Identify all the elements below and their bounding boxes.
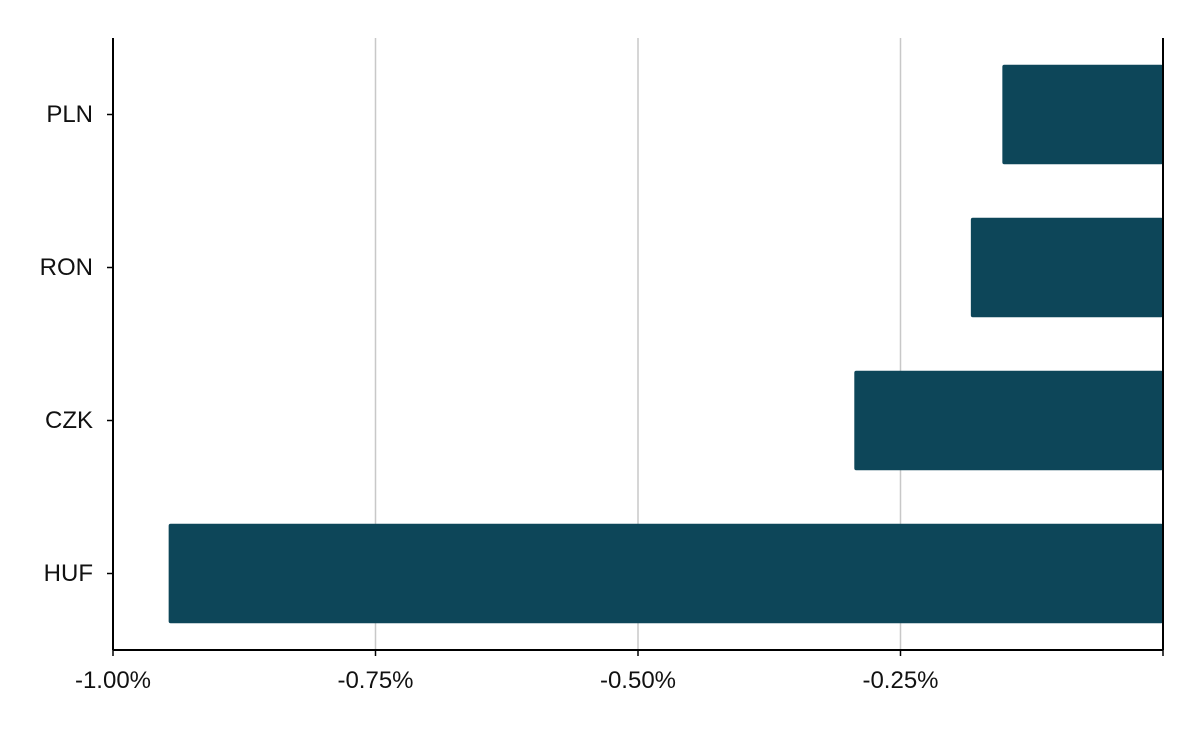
x-tick-label: -0.50% — [600, 667, 676, 694]
y-tick-labels: PLN RON CZK HUF — [40, 101, 113, 587]
x-tick-label: -1.00% — [75, 667, 151, 694]
y-tick-label: HUF — [44, 560, 93, 587]
bars — [168, 64, 1163, 624]
y-tick-label: PLN — [46, 101, 93, 128]
y-tick-label: RON — [40, 254, 93, 281]
x-tick-label: -0.25% — [862, 667, 938, 694]
bar-czk — [854, 370, 1163, 471]
bar-huf — [168, 523, 1163, 624]
y-tick-label: CZK — [45, 407, 93, 434]
x-tick-label: -0.75% — [337, 667, 413, 694]
bar-pln — [1002, 64, 1163, 165]
x-tick-labels: -1.00% -0.75% -0.50% -0.25% — [75, 650, 1164, 694]
bar-ron — [970, 217, 1163, 318]
